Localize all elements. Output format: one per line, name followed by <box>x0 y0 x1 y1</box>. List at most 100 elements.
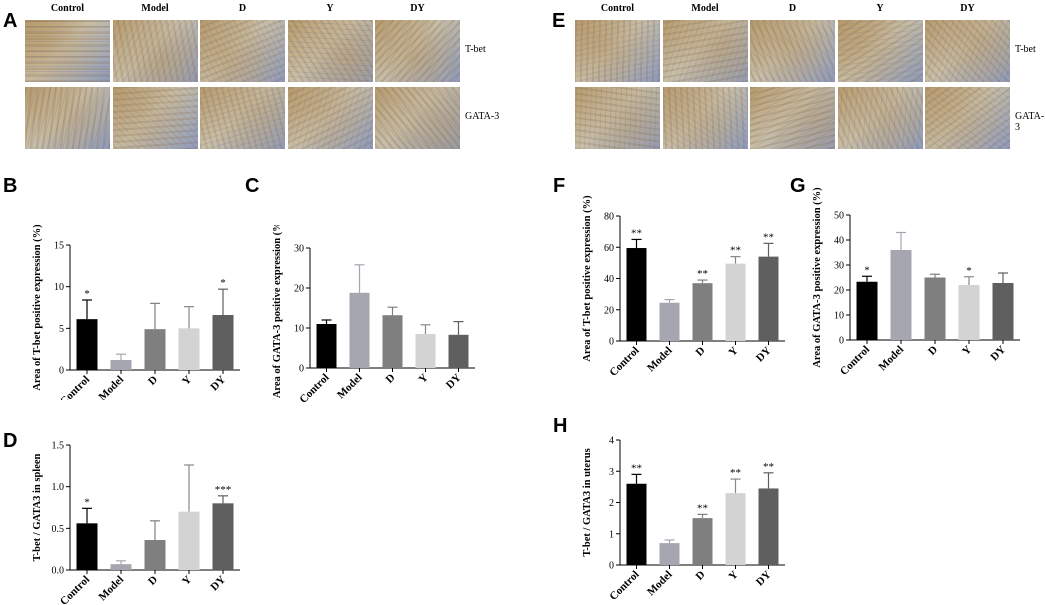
x-tick-label-control: Control <box>297 372 331 406</box>
x-tick-label-control: Control <box>58 374 92 400</box>
y-axis-title: T-bet / GATA3 in uterus <box>582 448 593 556</box>
significance-d: ** <box>697 268 708 280</box>
bar-control <box>626 483 647 565</box>
x-tick-label-dy: DY <box>754 569 774 589</box>
panel-label-g: G <box>790 175 806 197</box>
bar-d <box>692 518 713 565</box>
y-tick-label: 3 <box>609 467 614 478</box>
panel-label-h: H <box>553 415 568 437</box>
y-tick-label: 20 <box>604 305 614 316</box>
panel-label-a: A <box>3 10 18 32</box>
panel-label-f: F <box>553 175 566 197</box>
bar-d <box>144 329 166 370</box>
column-title-control: Control <box>50 3 85 14</box>
x-tick-label-d: D <box>694 345 708 359</box>
x-tick-label-model: Model <box>96 574 126 604</box>
row-label-t-bet: T-bet <box>1015 44 1036 55</box>
x-tick-label-y: Y <box>960 344 974 358</box>
significance-y: ** <box>730 245 741 257</box>
y-tick-label: 20 <box>834 286 844 297</box>
row-label-t-bet: T-bet <box>465 44 486 55</box>
micrograph-t-bet-model <box>662 20 748 82</box>
x-tick-label-y: Y <box>180 374 194 388</box>
micrograph-t-bet-y <box>287 20 373 82</box>
y-axis-title: Area of T-bet positive expression (%) <box>32 225 43 391</box>
bar-control <box>76 523 98 570</box>
y-tick-label: 60 <box>604 243 614 254</box>
column-title-y: Y <box>326 3 334 14</box>
x-tick-label-dy: DY <box>754 345 774 365</box>
y-tick-label: 0.5 <box>52 524 65 535</box>
chart-d: 0.0 0.5 1.0 1.5 T-bet / GATA3 in spleen * Cont… <box>32 441 240 605</box>
bar-model <box>659 543 680 565</box>
significance-control: * <box>864 264 870 276</box>
y-tick-label: 0.0 <box>52 566 65 577</box>
column-title-model: Model <box>691 3 719 14</box>
micrograph-gata-3-y <box>837 87 923 149</box>
panel-label-c: C <box>245 175 260 197</box>
x-tick-label-model: Model <box>645 345 675 375</box>
x-tick-label-control: Control <box>607 569 641 603</box>
bar-control <box>76 319 98 370</box>
y-tick-label: 40 <box>834 236 844 247</box>
y-tick-label: 0 <box>299 364 304 375</box>
x-tick-label-d: D <box>146 574 160 588</box>
panel-label-d: D <box>3 430 18 452</box>
x-tick-label-model: Model <box>96 374 126 400</box>
column-title-model: Model <box>141 3 169 14</box>
y-tick-label: 10 <box>294 324 304 335</box>
x-tick-label-model: Model <box>645 569 675 599</box>
significance-dy: *** <box>215 484 232 496</box>
bar-dy <box>758 256 779 341</box>
column-title-d: D <box>788 3 797 14</box>
x-tick-label-dy: DY <box>208 374 228 394</box>
y-tick-label: 10 <box>54 282 64 293</box>
x-tick-label-control: Control <box>838 344 872 378</box>
row-label-gata-3: GATA-3 <box>1015 111 1045 133</box>
y-tick-label: 40 <box>604 274 614 285</box>
y-tick-label: 5 <box>59 324 64 335</box>
x-tick-label-y: Y <box>727 569 741 583</box>
y-axis-title: Area of T-bet positive expression (%) <box>582 195 593 362</box>
micrograph-t-bet-model <box>112 20 198 82</box>
chart-b: 0 5 10 15 Area of T-bet positive expression … <box>32 225 240 400</box>
bar-dy <box>212 503 234 570</box>
significance-y: * <box>966 265 972 277</box>
x-tick-label-d: D <box>146 374 160 388</box>
x-tick-label-dy: DY <box>988 344 1008 364</box>
significance-control: * <box>84 288 90 300</box>
column-title-y: Y <box>876 3 884 14</box>
micrograph-t-bet-control <box>25 20 110 82</box>
x-tick-label-y: Y <box>417 372 431 386</box>
panel-label-e: E <box>552 10 566 32</box>
bar-control <box>856 281 878 340</box>
x-tick-label-control: Control <box>58 574 92 605</box>
significance-dy: ** <box>763 231 774 243</box>
y-tick-label: 0 <box>609 561 614 572</box>
bar-model <box>110 360 132 370</box>
micrograph-t-bet-control <box>575 20 660 82</box>
y-axis-title: Area of GATA-3 positive expression (%) <box>272 225 283 398</box>
significance-dy: * <box>220 277 226 289</box>
x-tick-label-dy: DY <box>208 574 228 594</box>
significance-control: ** <box>631 227 642 239</box>
x-tick-label-model: Model <box>876 344 906 374</box>
chart-g: 0 10 20 30 40 50 Area of GATA-3 positive expre… <box>812 187 1020 378</box>
bar-control <box>626 248 647 341</box>
micrograph-gata-3-control <box>575 87 660 149</box>
significance-control: ** <box>631 462 642 474</box>
panel-label-b: B <box>3 175 18 197</box>
y-tick-label: 4 <box>609 436 614 447</box>
x-tick-label-d: D <box>926 344 940 358</box>
micrograph-t-bet-d <box>750 20 835 82</box>
micrograph-gata-3-d <box>750 87 835 149</box>
bar-model <box>349 292 370 368</box>
significance-dy: ** <box>763 461 774 473</box>
bar-d <box>692 283 713 341</box>
column-title-control: Control <box>600 3 635 14</box>
significance-d: ** <box>697 502 708 514</box>
micrograph-gata-3-control <box>25 87 110 149</box>
bar-d <box>144 540 166 570</box>
micrograph-gata-3-model <box>662 87 748 149</box>
chart-f: 0 20 40 60 80 Area of T-bet positive expressi… <box>582 195 785 379</box>
